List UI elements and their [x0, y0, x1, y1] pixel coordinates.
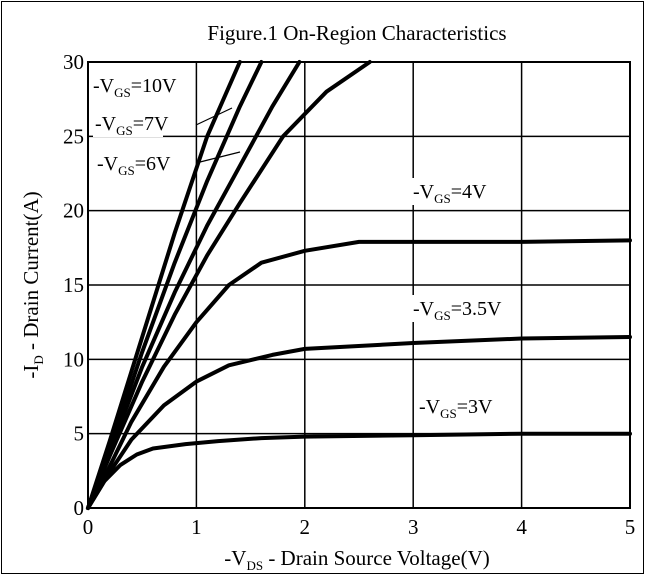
y-tick-label-6: 30 — [63, 50, 84, 74]
curve-label-subscript-0: GS — [114, 85, 131, 100]
curve-label-bg-4 — [411, 178, 481, 205]
curve-label-prefix-0: -V — [93, 75, 115, 97]
curve-label-suffix-5: =3.5V — [451, 298, 502, 320]
y-axis-label-subscript: D — [31, 355, 46, 364]
x-axis-label-suffix: - Drain Source Voltage(V) — [263, 546, 490, 570]
y-axis-label: -ID - Drain Current(A) — [19, 191, 46, 378]
curve-label-suffix-2: =6V — [135, 153, 171, 175]
curve-label-0: -VGS=10V — [91, 72, 177, 100]
grid — [87, 61, 631, 509]
series-line-5 — [86, 335, 632, 510]
curve-label-bg-0 — [91, 72, 171, 99]
curve-label-4: -VGS=4V — [411, 178, 487, 206]
curve-label-leader-2 — [195, 151, 241, 164]
curve-label-leader-1 — [195, 107, 233, 126]
y-tick-label-2: 10 — [63, 347, 84, 371]
series-line-3 — [86, 60, 372, 510]
x-tick-label-0: 0 — [83, 515, 94, 539]
chart-title: Figure.1 On-Region Characteristics — [207, 21, 506, 45]
curve-label-prefix-6: -V — [419, 396, 441, 418]
y-tick-label-5: 25 — [63, 124, 84, 148]
x-tick-label-4: 4 — [516, 515, 527, 539]
y-axis-label-suffix: - Drain Current(A) — [19, 191, 43, 355]
x-tick-labels: 0 1 2 3 4 5 — [83, 515, 636, 539]
x-tick-label-3: 3 — [408, 515, 419, 539]
curves — [86, 60, 632, 510]
series-line-0 — [86, 60, 242, 510]
y-tick-label-4: 20 — [63, 199, 84, 223]
series-line-4 — [86, 238, 632, 510]
curve-label-text-6: -VGS=3V — [419, 396, 493, 421]
curve-label-suffix-0: =10V — [131, 75, 177, 97]
curve-label-text-0: -VGS=10V — [93, 75, 177, 100]
curve-label-text-2: -VGS=6V — [97, 153, 171, 178]
x-axis-label-prefix: -V — [224, 546, 246, 570]
curve-label-text-1: -VGS=7V — [95, 113, 169, 138]
x-tick-label-2: 2 — [300, 515, 311, 539]
curve-label-bg-1 — [93, 110, 163, 137]
curve-label-suffix-1: =7V — [133, 113, 169, 135]
x-tick-label-1: 1 — [191, 515, 202, 539]
curve-label-subscript-5: GS — [434, 308, 451, 323]
curve-label-5: -VGS=3.5V — [411, 295, 502, 323]
series-line-6 — [86, 431, 632, 510]
curve-label-subscript-4: GS — [434, 191, 451, 206]
curve-label-prefix-1: -V — [95, 113, 117, 135]
curve-label-bg-6 — [417, 393, 487, 420]
y-axis-label-prefix: -I — [19, 365, 43, 379]
curve-label-subscript-6: GS — [440, 406, 457, 421]
curve-label-6: -VGS=3V — [417, 393, 493, 421]
curve-labels: -VGS=10V-VGS=7V-VGS=6V-VGS=4V-VGS=3.5V-V… — [91, 72, 502, 421]
curve-label-subscript-2: GS — [118, 163, 135, 178]
curve-label-text-5: -VGS=3.5V — [413, 298, 502, 323]
plot-border — [87, 61, 631, 509]
curve-label-prefix-2: -V — [97, 153, 119, 175]
curve-label-subscript-1: GS — [116, 123, 133, 138]
curve-label-2: -VGS=6V — [95, 150, 241, 178]
curve-label-text-4: -VGS=4V — [413, 181, 487, 206]
curve-label-suffix-6: =3V — [457, 396, 493, 418]
y-tick-label-1: 5 — [74, 422, 85, 446]
curve-label-bg-2 — [95, 150, 165, 177]
x-tick-label-5: 5 — [625, 515, 636, 539]
curve-label-bg-5 — [411, 295, 501, 322]
curve-label-1: -VGS=7V — [93, 107, 233, 138]
curve-label-prefix-4: -V — [413, 181, 435, 203]
y-tick-labels: 0 5 10 15 20 25 30 — [63, 50, 84, 520]
series-line-2 — [86, 60, 302, 510]
x-axis-label: -VDS - Drain Source Voltage(V) — [224, 546, 489, 573]
x-axis-label-subscript: DS — [246, 558, 263, 573]
y-tick-label-0: 0 — [74, 496, 85, 520]
curve-label-prefix-5: -V — [413, 298, 435, 320]
y-tick-label-3: 15 — [63, 273, 84, 297]
curve-label-suffix-4: =4V — [451, 181, 487, 203]
